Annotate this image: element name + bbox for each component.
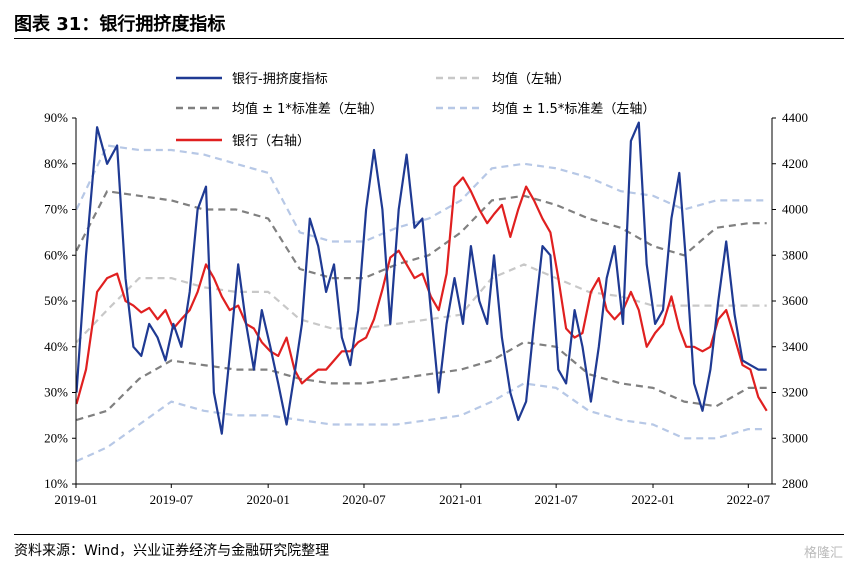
legend-label: 均值 ± 1*标准差（左轴） xyxy=(232,101,383,117)
y-left-tick-label: 20% xyxy=(44,430,68,445)
legend-label: 银行（右轴） xyxy=(232,134,310,149)
y-left-tick-label: 40% xyxy=(44,339,68,354)
series-line-0 xyxy=(75,121,767,435)
y-left-tick-label: 90% xyxy=(44,110,68,125)
x-tick-label: 2019-01 xyxy=(54,492,97,507)
x-tick-label: 2021-07 xyxy=(534,492,578,507)
y-right-tick-label: 3800 xyxy=(782,247,808,262)
y-left-tick-label: 10% xyxy=(44,476,68,491)
chart-title: 图表 31：银行拥挤度指标 xyxy=(14,14,226,35)
x-tick-label: 2020-07 xyxy=(342,492,386,507)
axes: 10% 20% 30% 40% 50% 60% 70% 80% 90% 2800 3000 3200 3… xyxy=(44,110,808,507)
y-right-tick-label: 3600 xyxy=(782,293,808,308)
series-line-2 xyxy=(75,190,767,280)
x-tick-label: 2019-07 xyxy=(150,492,194,507)
legend-label: 均值 ± 1.5*标准差（左轴） xyxy=(492,101,655,117)
footer-rule xyxy=(14,534,844,535)
series-lines xyxy=(75,121,768,435)
series-line-4 xyxy=(75,176,768,412)
series-line-2-lower xyxy=(76,341,767,422)
source-note: 资料来源：Wind，兴业证券经济与金融研究院整理 xyxy=(14,543,330,559)
x-tick-label: 2020-01 xyxy=(246,492,289,507)
series-line-3-lower xyxy=(76,382,767,463)
y-right-tick-label: 4400 xyxy=(782,110,808,125)
y-left-tick-label: 70% xyxy=(44,202,68,217)
watermark: 格隆汇 xyxy=(803,546,843,561)
y-right-tick-label: 4000 xyxy=(782,202,808,217)
y-right-tick-label: 3000 xyxy=(782,430,808,445)
y-right-tick-label: 3400 xyxy=(782,339,808,354)
x-tick-label: 2022-01 xyxy=(631,492,674,507)
y-right-tick-label: 3200 xyxy=(782,385,808,400)
series-line-3 xyxy=(75,144,767,243)
x-tick-label: 2021-01 xyxy=(439,492,482,507)
y-left-tick-label: 30% xyxy=(44,385,68,400)
y-left-tick-label: 60% xyxy=(44,247,68,262)
legend: 银行-拥挤度指标 均值（左轴） 均值 ± 1*标准差（左轴） 均值 ± 1.5*标准差… xyxy=(176,71,655,149)
x-tick-label: 2022-07 xyxy=(727,492,771,507)
y-left-tick-label: 50% xyxy=(44,293,68,308)
legend-label: 银行-拥挤度指标 xyxy=(232,71,328,87)
legend-label: 均值（左轴） xyxy=(492,71,570,87)
y-right-tick-label: 2800 xyxy=(782,476,808,491)
y-right-tick-label: 4200 xyxy=(782,156,808,171)
title-rule xyxy=(14,38,844,39)
y-left-tick-label: 80% xyxy=(44,156,68,171)
